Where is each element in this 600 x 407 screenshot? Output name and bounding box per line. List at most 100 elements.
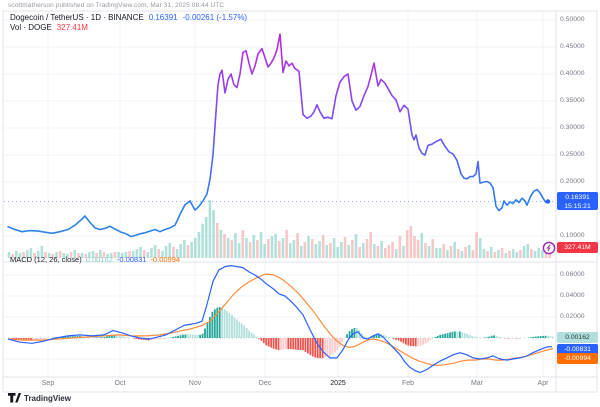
volume-bar [40,246,44,258]
macd-histogram-bar [260,338,263,341]
macd-histogram-bar [160,338,162,340]
macd-histogram-bar [495,336,498,338]
volume-bar [219,230,223,258]
volume-bar [91,251,95,258]
macd-histogram-bar [113,334,116,338]
macd-histogram-bar [221,308,224,338]
macd-histogram-bar [458,331,461,338]
symbol-title: Dogecoin / TetherUS · 1D · BINANCE [10,13,144,22]
macd-histogram-bar [309,338,312,356]
volume-bar [120,253,124,258]
volume-bar [109,253,113,258]
macd-histogram-bar [194,334,197,338]
volume-bar [500,248,504,258]
macd-histogram-bar [267,338,270,347]
volume-bar [522,246,526,258]
volume-bar [80,253,84,258]
price-line-end-dot [545,199,551,204]
volume-bar [197,232,201,258]
macd-histogram-bar [468,335,471,338]
volume-bar [285,230,288,258]
macd-histogram-bar [400,338,402,342]
volume-bar [336,247,340,258]
volume-bar [55,252,58,258]
volume-bar [318,241,321,258]
volume-bar [190,242,193,258]
volume-bar [343,237,347,258]
volume-bar [168,243,172,258]
volume-bar [157,249,161,258]
volume-bar [131,251,135,258]
volume-bar [25,250,29,258]
macd-histogram-bar [184,334,187,338]
macd-histogram-bar [409,338,412,347]
macd-histogram-bar [275,338,277,350]
volume-bar [383,248,387,258]
tradingview-logo[interactable]: TradingView [8,393,71,403]
macd-histogram-bar [441,334,444,338]
macd-histogram-bar [373,335,375,338]
macd-histogram-bar [235,319,238,338]
volume-bar [256,240,259,258]
volume-bar [325,245,329,258]
volume-bar [329,243,332,258]
macd-histogram-bar [255,336,258,338]
volume-bar [226,238,230,258]
volume-bar [95,253,98,258]
macd-histogram-bar [397,338,400,341]
macd-histogram-bar [476,337,478,338]
macd-histogram-bar [133,338,135,339]
volume-bar [245,238,248,258]
volume-bar [139,247,142,258]
macd-histogram-bar [544,335,547,338]
macd-histogram-bar [218,306,221,338]
volume-bar [431,239,435,258]
macd-histogram-bar [321,338,324,359]
macd-histogram-bar [471,336,473,338]
volume-bar [486,251,489,258]
volume-bar [435,248,438,258]
macd-histogram-bar [196,334,199,338]
macd-histogram-bar [385,336,388,338]
macd-histogram-bar [209,316,211,338]
volume-bar [482,249,486,258]
volume-bar [62,253,66,258]
macd-histogram-bar [378,333,380,338]
volume-bar [478,238,482,258]
volume-bar [47,253,51,258]
macd-histogram-bar [314,338,317,358]
macd-histogram-bar [206,323,209,338]
volume-bar [29,248,33,258]
volume-bar [340,242,343,258]
volume-bar [489,247,493,258]
volume-bar [332,238,336,258]
volume-bar [515,252,519,258]
macd-histogram-bar [311,338,314,357]
volume-bar [420,233,424,258]
macd-histogram-bar [152,338,155,340]
volume-legend: Vol · DOGE 327.41M [10,23,88,32]
volume-bar [69,252,73,258]
event-marker-icon[interactable] [541,240,557,261]
macd-histogram-bar [387,337,390,338]
macd-histogram-bar [106,336,108,338]
volume-bar [394,249,398,258]
volume-bar [405,230,409,258]
volume-bar [77,253,80,258]
macd-histogram-bar [316,338,319,359]
macd-histogram-bar [451,331,454,338]
macd-histogram-bar [547,335,549,338]
macd-histogram-bar [35,338,37,340]
price-scale-label: 0.45000 [560,43,585,50]
macd-histogram-bar [248,330,250,338]
volume-bar [457,249,460,258]
price-scale-label: 0.20000 [560,178,585,185]
volume-bar [15,251,18,258]
volume-bar [51,254,55,258]
macd-histogram-bar [302,338,304,351]
macd-histogram-bar [341,338,344,343]
macd-histogram-bar [101,337,103,338]
macd-histogram-bar [103,337,106,338]
